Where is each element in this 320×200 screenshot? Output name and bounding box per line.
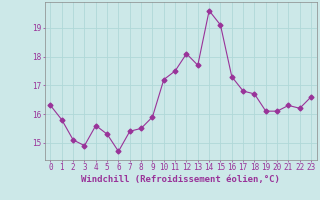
X-axis label: Windchill (Refroidissement éolien,°C): Windchill (Refroidissement éolien,°C) — [81, 175, 280, 184]
